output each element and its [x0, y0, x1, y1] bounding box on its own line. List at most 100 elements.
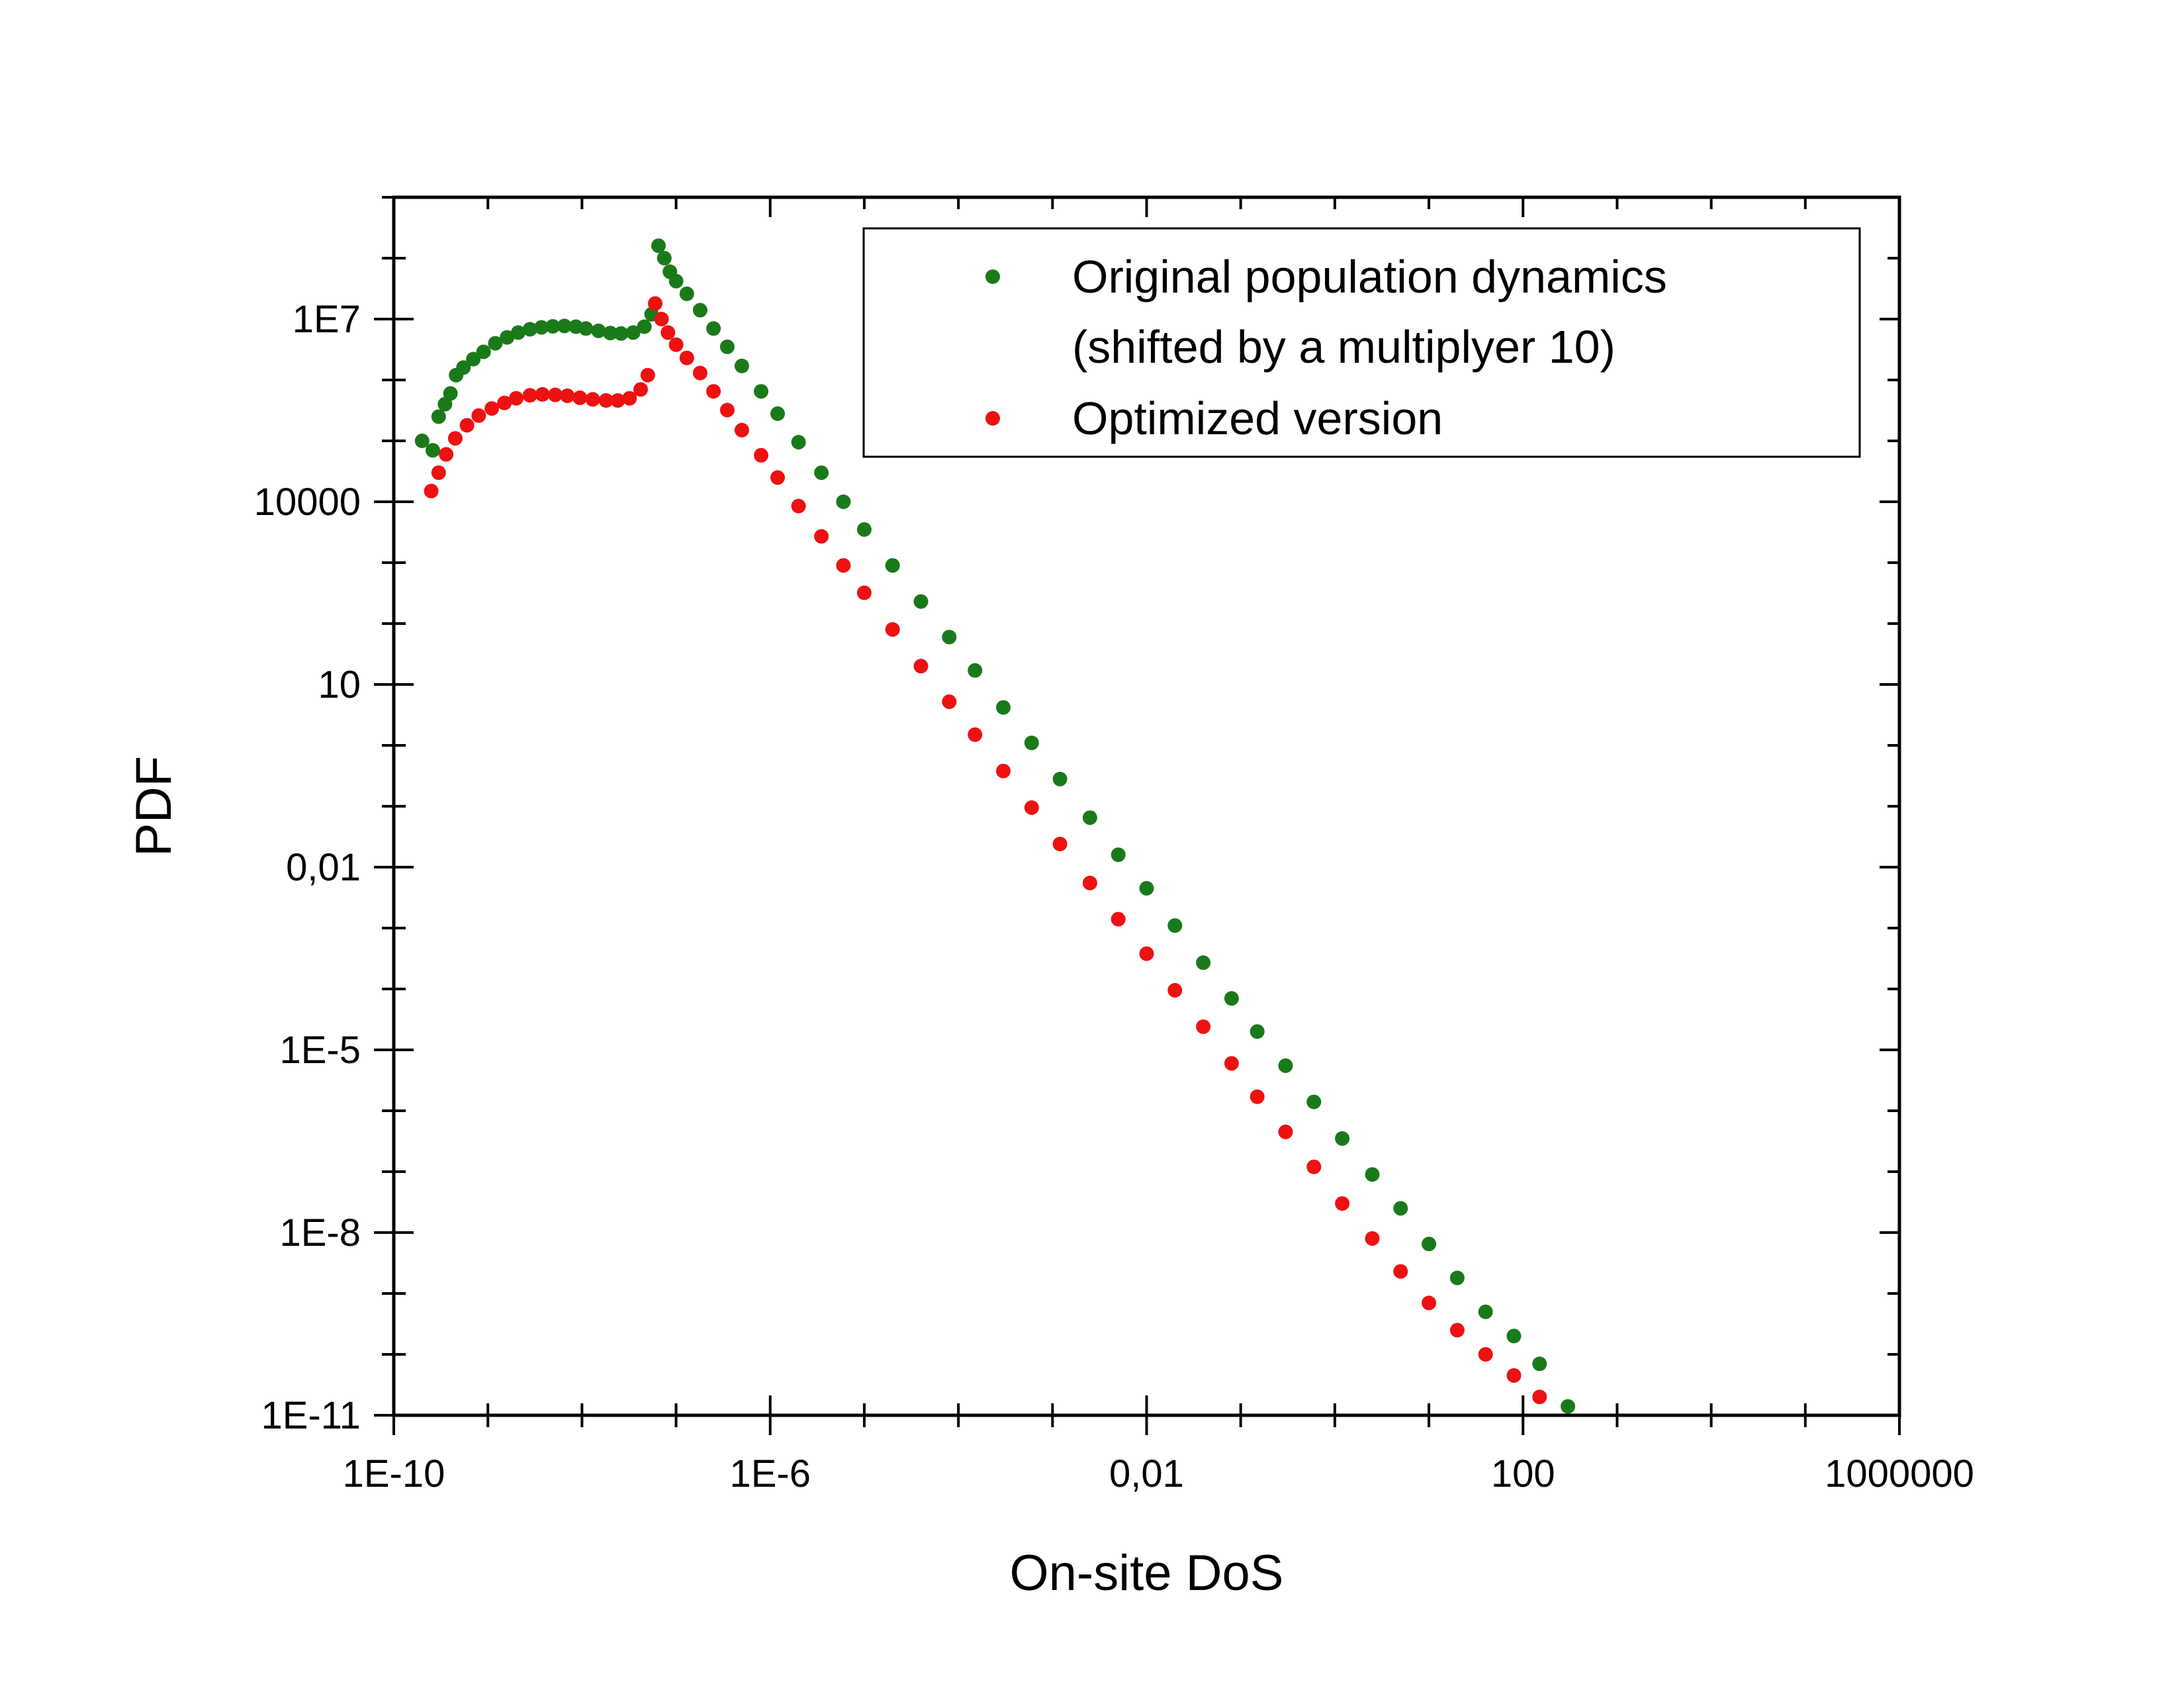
legend-marker-original: [985, 269, 1000, 284]
x-tick-label: 1E-6: [729, 1452, 811, 1495]
data-point: [791, 498, 806, 514]
data-point: [968, 663, 983, 678]
data-point: [1449, 1270, 1465, 1286]
data-point: [585, 392, 600, 407]
data-point: [660, 325, 676, 340]
data-point: [640, 367, 655, 383]
data-point: [1478, 1347, 1493, 1362]
data-point: [968, 727, 983, 742]
data-point: [1250, 1089, 1265, 1104]
data-point: [437, 397, 453, 412]
data-point: [560, 388, 575, 403]
data-point: [679, 286, 694, 301]
data-point: [459, 418, 475, 433]
data-point: [598, 393, 614, 408]
data-point: [856, 585, 872, 600]
data-point: [1278, 1124, 1293, 1139]
data-point: [625, 325, 641, 340]
data-point: [431, 465, 446, 481]
data-point: [1250, 1024, 1265, 1039]
data-point: [706, 321, 721, 336]
y-tick-labels: 1E-11 1E-8 1E-5 0,01 10 10000 1E7: [254, 298, 361, 1437]
data-point: [1224, 1056, 1239, 1071]
data-point: [1393, 1201, 1408, 1216]
data-point: [447, 431, 463, 446]
data-point: [522, 322, 537, 337]
data-point: [443, 386, 458, 401]
data-point: [1139, 880, 1154, 896]
data-point: [1561, 1399, 1576, 1414]
data-point: [1052, 837, 1068, 851]
legend-label-original: Original population dynamics: [1072, 251, 1667, 303]
data-point: [1082, 875, 1097, 890]
data-point: [522, 388, 537, 403]
data-point: [1024, 800, 1039, 815]
data-point: [657, 251, 672, 265]
x-tick-labels: 1E-10 1E-6 0,01 100 1000000: [343, 1452, 1974, 1495]
data-point: [591, 323, 606, 338]
y-tick-label: 1E-11: [261, 1394, 361, 1437]
data-point: [770, 406, 785, 421]
y-tick-label: 1E-8: [279, 1211, 361, 1254]
x-tick-label: 1E-10: [343, 1452, 445, 1495]
data-point: [1306, 1159, 1322, 1174]
data-point: [622, 391, 637, 406]
data-point: [770, 470, 785, 485]
data-point: [913, 659, 929, 674]
x-tick-label: 1000000: [1825, 1452, 1974, 1495]
data-point: [1478, 1304, 1493, 1319]
data-point: [1111, 847, 1126, 863]
data-point: [814, 529, 829, 544]
data-point: [456, 360, 471, 375]
data-point: [1422, 1237, 1437, 1252]
data-point: [885, 622, 900, 637]
data-point: [754, 447, 768, 463]
legend-label-shift-note: (shifted by a multiplyer 10): [1072, 321, 1615, 373]
data-point: [1506, 1368, 1522, 1383]
data-point: [1393, 1264, 1408, 1279]
data-point: [426, 443, 440, 458]
data-point: [578, 321, 594, 336]
data-point: [1196, 1019, 1211, 1034]
data-point: [814, 465, 829, 481]
data-point: [1335, 1196, 1350, 1211]
data-point: [734, 358, 749, 373]
data-point: [692, 365, 707, 381]
data-point: [603, 326, 618, 341]
data-point: [996, 763, 1011, 778]
data-point: [534, 320, 549, 335]
data-point: [414, 434, 430, 448]
data-point: [754, 384, 768, 399]
data-point: [913, 594, 929, 609]
x-tick-label: 100: [1491, 1452, 1555, 1495]
data-point: [856, 522, 872, 537]
data-point: [557, 318, 572, 334]
data-point: [1196, 955, 1211, 970]
data-point: [466, 352, 481, 367]
data-point: [1139, 946, 1154, 961]
data-point: [651, 238, 666, 254]
data-point: [439, 447, 454, 462]
series-1: [424, 296, 1547, 1405]
data-point: [610, 393, 625, 408]
data-point: [668, 337, 684, 352]
data-point: [719, 402, 735, 418]
plot-frame: [392, 195, 1901, 1417]
data-point: [424, 483, 439, 498]
data-point: [942, 694, 957, 710]
y-axis-title: PDF: [126, 756, 182, 857]
data-point: [679, 350, 694, 365]
data-point: [791, 435, 806, 449]
data-point: [572, 390, 588, 405]
y-tick-label: 10000: [254, 481, 361, 524]
data-point: [1365, 1167, 1380, 1182]
y-tick-label: 10: [318, 663, 361, 706]
data-point: [1532, 1356, 1547, 1372]
series-0: [414, 238, 1576, 1414]
y-tick-label: 1E-5: [279, 1029, 361, 1072]
data-point: [545, 319, 561, 334]
data-point: [706, 384, 721, 399]
data-point: [1167, 983, 1183, 998]
data-point: [1024, 735, 1039, 751]
data-point: [500, 330, 515, 345]
